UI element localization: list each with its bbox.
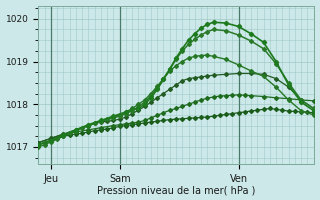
X-axis label: Pression niveau de la mer( hPa ): Pression niveau de la mer( hPa ) — [97, 185, 255, 195]
